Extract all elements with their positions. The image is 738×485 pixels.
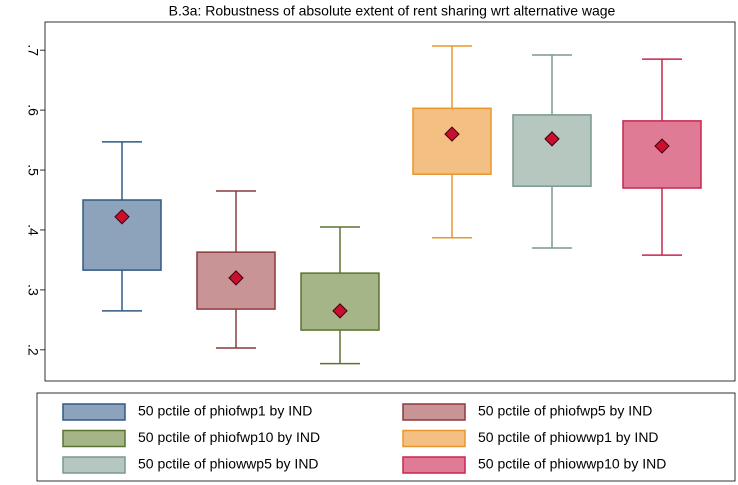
legend-label: 50 pctile of phiofwp10 by IND (138, 429, 320, 445)
mean-marker (444, 126, 460, 142)
legend-swatch (62, 403, 126, 421)
legend-frame (36, 392, 736, 482)
legend-label: 50 pctile of phiowwp10 by IND (478, 456, 666, 472)
box (512, 114, 592, 187)
box (622, 120, 702, 189)
y-tick-label: .5 (25, 164, 41, 176)
y-tick-label: .3 (25, 284, 41, 296)
mean-marker (228, 270, 244, 286)
legend-label: 50 pctile of phiofwp1 by IND (138, 403, 312, 419)
legend-label: 50 pctile of phiowwp5 by IND (138, 456, 319, 472)
y-tick-label: .7 (25, 44, 41, 56)
y-tick-label: .4 (25, 224, 41, 236)
legend-label: 50 pctile of phiowwp1 by IND (478, 429, 659, 445)
y-tick-label: .6 (25, 104, 41, 116)
mean-marker (114, 209, 130, 225)
legend-swatch (402, 456, 466, 474)
legend-swatch (402, 429, 466, 448)
legend-label: 50 pctile of phiofwp5 by IND (478, 403, 652, 419)
mean-marker (332, 303, 348, 319)
chart-title: B.3a: Robustness of absolute extent of r… (169, 3, 616, 19)
mean-marker (544, 131, 560, 147)
y-tick-label: .2 (25, 344, 41, 356)
legend-swatch (62, 429, 126, 448)
legend-swatch (62, 456, 126, 474)
legend-swatch (402, 403, 466, 421)
plot-frame (44, 21, 736, 382)
box (300, 272, 380, 331)
mean-marker (654, 138, 670, 154)
